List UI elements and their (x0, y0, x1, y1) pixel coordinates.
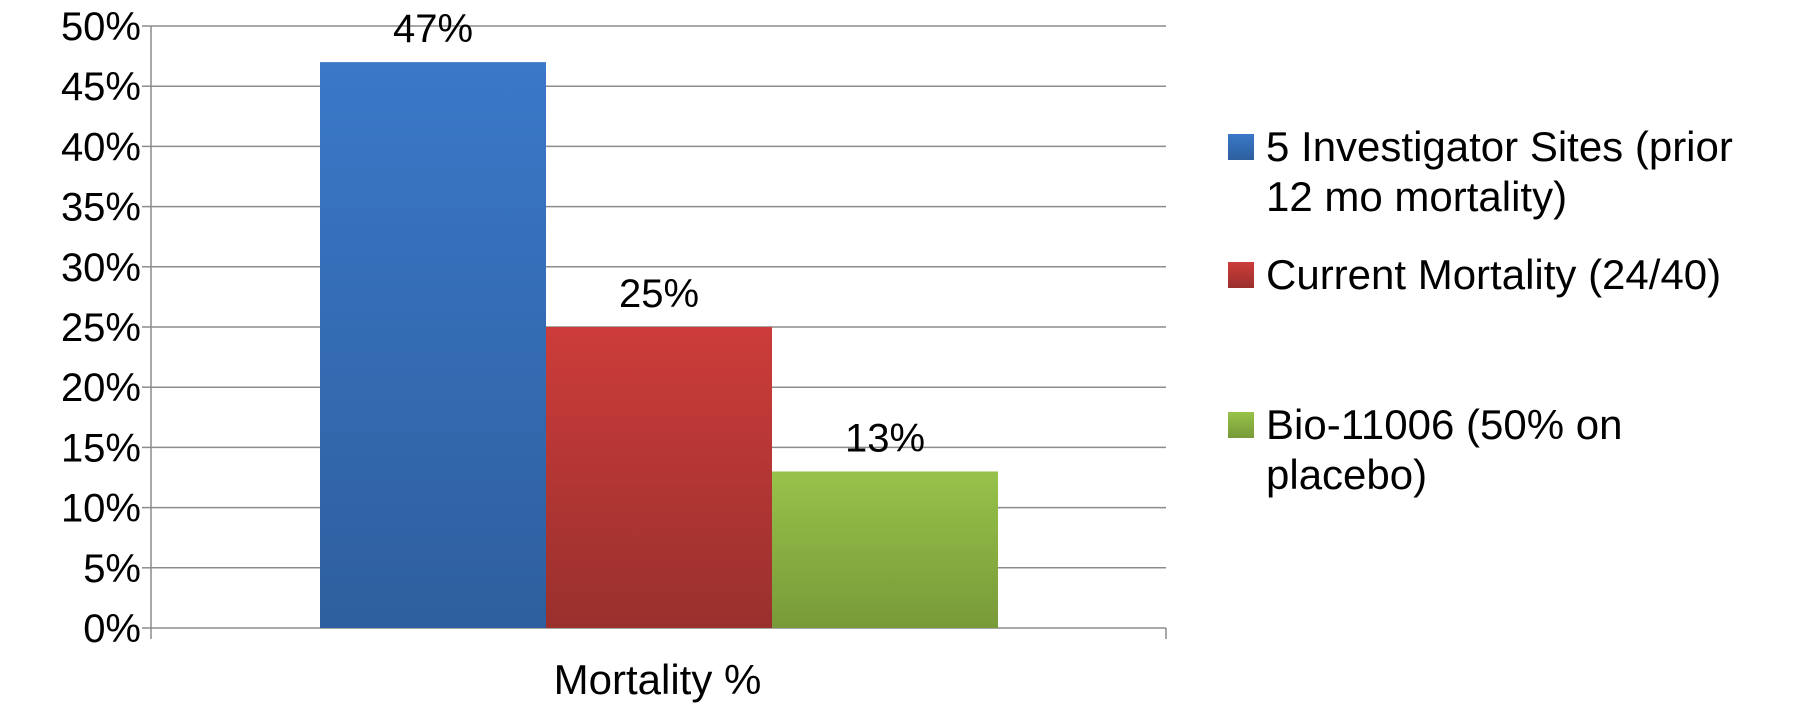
y-tick-label: 15% (61, 426, 141, 470)
legend-label: Bio-11006 (50% on placebo) (1266, 401, 1623, 498)
legend-label: Current Mortality (24/40) (1266, 251, 1722, 298)
bar-current-mortality-24-40 (546, 327, 772, 628)
y-tick-label: 50% (61, 5, 141, 49)
axes: 0% 5% 10% 15% 20% 25% 30% 35% 40% 45% 50% Mortality… (61, 5, 1167, 703)
data-label: 13% (845, 416, 925, 460)
y-tick-label: 45% (61, 65, 141, 109)
y-tick-label: 35% (61, 186, 141, 230)
data-label: 47% (393, 7, 473, 51)
bars (320, 62, 998, 629)
data-label: 25% (619, 272, 699, 316)
bar-bio-11006-50-on-placebo (772, 471, 998, 628)
y-tick-label: 0% (83, 607, 141, 651)
y-tick-label: 30% (61, 246, 141, 290)
legend-label: 5 Investigator Sites (prior 12 mo mortal… (1266, 123, 1733, 220)
x-category-label: Mortality % (554, 656, 762, 703)
y-tick-label: 40% (61, 125, 141, 169)
bar-5-investigator-sites-prior-12-mo-mortality (320, 62, 546, 629)
legend-item-current-mortality: Current Mortality (24/40) (1228, 250, 1788, 300)
legend-swatch-investigator-sites (1228, 134, 1254, 160)
legend-swatch-bio-11006 (1228, 412, 1254, 438)
y-tick-label: 25% (61, 306, 141, 350)
data-labels: 47% 25% 13% (393, 7, 925, 460)
legend-item-bio-11006: Bio-11006 (50% on placebo) (1228, 400, 1788, 500)
legend-item-investigator-sites: 5 Investigator Sites (prior 12 mo mortal… (1228, 122, 1788, 222)
legend-swatch-current-mortality (1228, 262, 1254, 288)
y-tick-label: 5% (83, 547, 141, 591)
y-tick-label: 10% (61, 487, 141, 531)
y-tick-label: 20% (61, 366, 141, 410)
